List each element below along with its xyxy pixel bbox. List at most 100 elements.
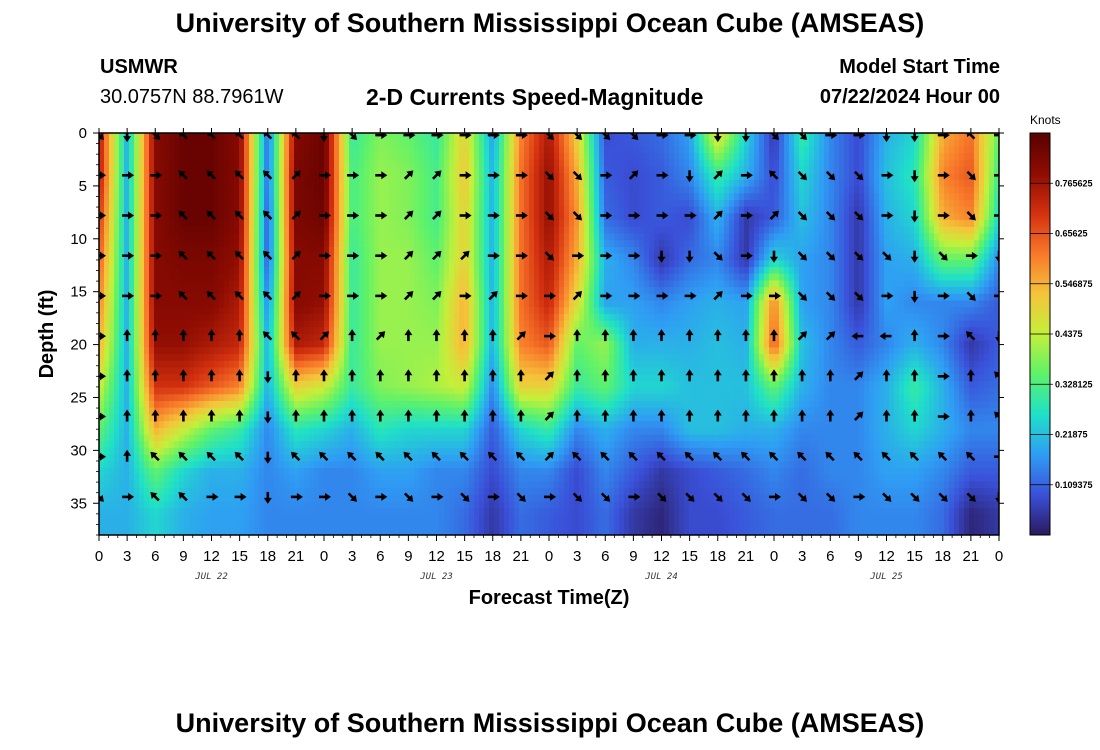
- heatmap-cell: [874, 287, 880, 295]
- heatmap-cell: [139, 226, 145, 235]
- heatmap-cell: [234, 173, 240, 181]
- heatmap-cell: [989, 240, 995, 248]
- heatmap-cell: [184, 206, 190, 214]
- heatmap-cell: [829, 280, 835, 288]
- heatmap-cell: [829, 287, 835, 295]
- heatmap-cell: [939, 220, 945, 228]
- heatmap-cell: [584, 280, 590, 288]
- heatmap-cell: [159, 287, 165, 295]
- heatmap-cell: [789, 146, 795, 154]
- heatmap-cell: [384, 186, 390, 194]
- heatmap-cell: [394, 246, 400, 255]
- heatmap-cell: [489, 307, 495, 315]
- heatmap-cell: [254, 313, 260, 322]
- heatmap-cell: [314, 200, 320, 208]
- heatmap-cell: [834, 280, 840, 288]
- heatmap-cell: [574, 233, 580, 241]
- heatmap-cell: [889, 260, 895, 268]
- heatmap-cell: [359, 307, 365, 315]
- heatmap-cell: [304, 179, 310, 188]
- heatmap-cell: [319, 200, 325, 208]
- heatmap-cell: [834, 233, 840, 241]
- heatmap-cell: [904, 213, 910, 221]
- heatmap-cell: [919, 133, 925, 141]
- heatmap-cell: [599, 280, 605, 288]
- heatmap-cell: [404, 139, 410, 147]
- heatmap-cell: [789, 240, 795, 248]
- heatmap-cell: [654, 273, 660, 281]
- heatmap-cell: [669, 139, 675, 147]
- heatmap-cell: [434, 246, 440, 255]
- heatmap-cell: [474, 313, 480, 322]
- heatmap-cell: [244, 213, 250, 221]
- heatmap-cell: [504, 146, 510, 154]
- heatmap-cell: [954, 146, 960, 154]
- heatmap-cell: [784, 307, 790, 315]
- heatmap-cell: [719, 200, 725, 208]
- heatmap-cell: [169, 186, 175, 194]
- heatmap-cell: [174, 213, 180, 221]
- heatmap-cell: [474, 193, 480, 201]
- heatmap-cell: [724, 307, 730, 315]
- heatmap-cell: [664, 287, 670, 295]
- heatmap-cell: [689, 193, 695, 201]
- heatmap-cell: [234, 146, 240, 154]
- heatmap-cell: [534, 159, 540, 168]
- heatmap-cell: [314, 173, 320, 181]
- heatmap-cell: [994, 293, 999, 302]
- heatmap-cell: [339, 200, 345, 208]
- heatmap-cell: [679, 153, 685, 161]
- heatmap-cell: [544, 186, 550, 194]
- heatmap-cell: [919, 307, 925, 315]
- heatmap-cell: [299, 313, 305, 322]
- heatmap-cell: [224, 233, 230, 241]
- heatmap-cell: [919, 220, 925, 228]
- heatmap-cell: [609, 273, 615, 281]
- heatmap-cell: [669, 146, 675, 154]
- heatmap-cell: [494, 200, 500, 208]
- heatmap-cell: [609, 226, 615, 235]
- heatmap-cell: [879, 153, 885, 161]
- heatmap-cell: [519, 193, 525, 201]
- heatmap-cell: [404, 280, 410, 288]
- heatmap-cell: [544, 313, 550, 322]
- heatmap-cell: [824, 267, 830, 275]
- heatmap-cell: [204, 307, 210, 315]
- heatmap-cell: [564, 166, 570, 174]
- heatmap-cell: [209, 273, 215, 281]
- heatmap-cell: [184, 213, 190, 221]
- heatmap-cell: [689, 260, 695, 268]
- heatmap-cell: [414, 186, 420, 194]
- heatmap-cell: [679, 313, 685, 322]
- heatmap-cell: [194, 159, 200, 168]
- heatmap-cell: [969, 273, 975, 281]
- heatmap-cell: [454, 146, 460, 154]
- heatmap-cell: [749, 240, 755, 248]
- heatmap-cell: [439, 273, 445, 281]
- heatmap-cell: [524, 273, 530, 281]
- heatmap-cell: [154, 307, 160, 315]
- heatmap-cell: [944, 206, 950, 214]
- heatmap-cell: [904, 206, 910, 214]
- heatmap-cell: [884, 193, 890, 201]
- heatmap-cell: [309, 287, 315, 295]
- heatmap-cell: [659, 246, 665, 255]
- heatmap-cell: [554, 233, 560, 241]
- heatmap-cell: [749, 293, 755, 302]
- heatmap-cell: [534, 260, 540, 268]
- heatmap-cell: [434, 139, 440, 147]
- heatmap-cell: [749, 213, 755, 221]
- heatmap-cell: [819, 307, 825, 315]
- heatmap-cell: [994, 240, 999, 248]
- heatmap-cell: [404, 146, 410, 154]
- heatmap-cell: [504, 280, 510, 288]
- heatmap-cell: [479, 307, 485, 315]
- heatmap-cell: [514, 133, 520, 141]
- heatmap-cell: [779, 233, 785, 241]
- heatmap-cell: [179, 260, 185, 268]
- heatmap-cell: [464, 139, 470, 147]
- heatmap-cell: [949, 200, 955, 208]
- heatmap-cell: [754, 200, 760, 208]
- heatmap-cell: [334, 273, 340, 281]
- heatmap-cell: [944, 193, 950, 201]
